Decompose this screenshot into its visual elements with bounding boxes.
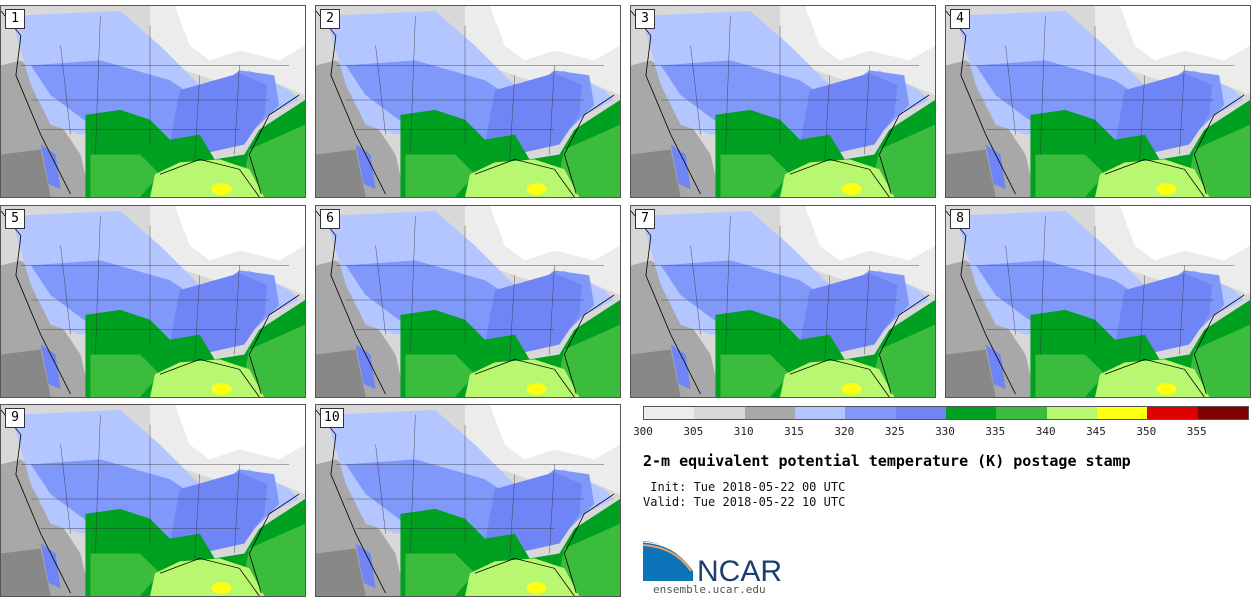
colorbar-tick-label: 340 <box>1035 425 1056 438</box>
ncar-logo: NCAR <box>643 541 782 583</box>
colorbar-tick-label: 355 <box>1186 425 1207 438</box>
map-image <box>946 6 1250 197</box>
colorbar <box>643 406 1249 420</box>
colorbar-segment <box>1096 407 1148 419</box>
colorbar-segment <box>996 407 1047 419</box>
map-image <box>316 6 620 197</box>
member-number: 8 <box>950 209 970 229</box>
colorbar-tick-label: 345 <box>1086 425 1106 438</box>
svg-text:NCAR: NCAR <box>697 555 782 583</box>
member-number: 2 <box>320 9 340 29</box>
colorbar-segment <box>1197 407 1248 419</box>
colorbar-segment <box>644 407 695 419</box>
colorbar-segment <box>845 407 896 419</box>
colorbar-tick-label: 300 <box>633 425 653 438</box>
colorbar-tick-label: 330 <box>935 425 955 438</box>
map-image <box>1 206 305 397</box>
member-number: 9 <box>5 408 25 428</box>
member-number: 6 <box>320 209 340 229</box>
plot-title: 2-m equivalent potential temperature (K)… <box>643 452 1131 470</box>
postage-stamp-map: 4 <box>945 5 1251 198</box>
colorbar-segment <box>945 407 997 419</box>
init-time: Init: Tue 2018-05-22 00 UTC <box>643 480 846 494</box>
map-image <box>631 206 935 397</box>
valid-time: Valid: Tue 2018-05-22 10 UTC <box>643 495 846 509</box>
member-number: 5 <box>5 209 25 229</box>
colorbar-tick-label: 305 <box>683 425 704 438</box>
postage-stamp-map: 6 <box>315 205 621 398</box>
member-number: 1 <box>5 9 25 29</box>
postage-stamp-map: 7 <box>630 205 936 398</box>
colorbar-tick-label: 310 <box>733 425 754 438</box>
map-image <box>946 206 1250 397</box>
postage-stamp-map: 2 <box>315 5 621 198</box>
postage-stamp-map: 8 <box>945 205 1251 398</box>
map-image <box>631 6 935 197</box>
member-number: 7 <box>635 209 655 229</box>
map-image <box>316 405 620 596</box>
postage-stamp-map: 5 <box>0 205 306 398</box>
colorbar-tick-label: 315 <box>784 425 804 438</box>
map-image <box>316 206 620 397</box>
website-url: ensemble.ucar.edu <box>653 583 766 596</box>
postage-stamp-map: 3 <box>630 5 936 198</box>
member-number: 3 <box>635 9 655 29</box>
colorbar-segment <box>895 407 946 419</box>
colorbar-segment <box>1046 407 1097 419</box>
colorbar-segment <box>1147 407 1198 419</box>
colorbar-tick-label: 320 <box>834 425 855 438</box>
member-number: 4 <box>950 9 970 29</box>
postage-stamp-map: 10 <box>315 404 621 597</box>
map-image <box>1 6 305 197</box>
colorbar-segment <box>694 407 745 419</box>
map-image <box>1 405 305 596</box>
postage-stamp-map: 1 <box>0 5 306 198</box>
colorbar-tick-label: 350 <box>1136 425 1157 438</box>
member-number: 10 <box>320 408 344 428</box>
colorbar-tick-label: 325 <box>884 425 905 438</box>
colorbar-tick-label: 335 <box>985 425 1006 438</box>
postage-stamp-map: 9 <box>0 404 306 597</box>
colorbar-segment <box>744 407 795 419</box>
colorbar-segment <box>794 407 846 419</box>
